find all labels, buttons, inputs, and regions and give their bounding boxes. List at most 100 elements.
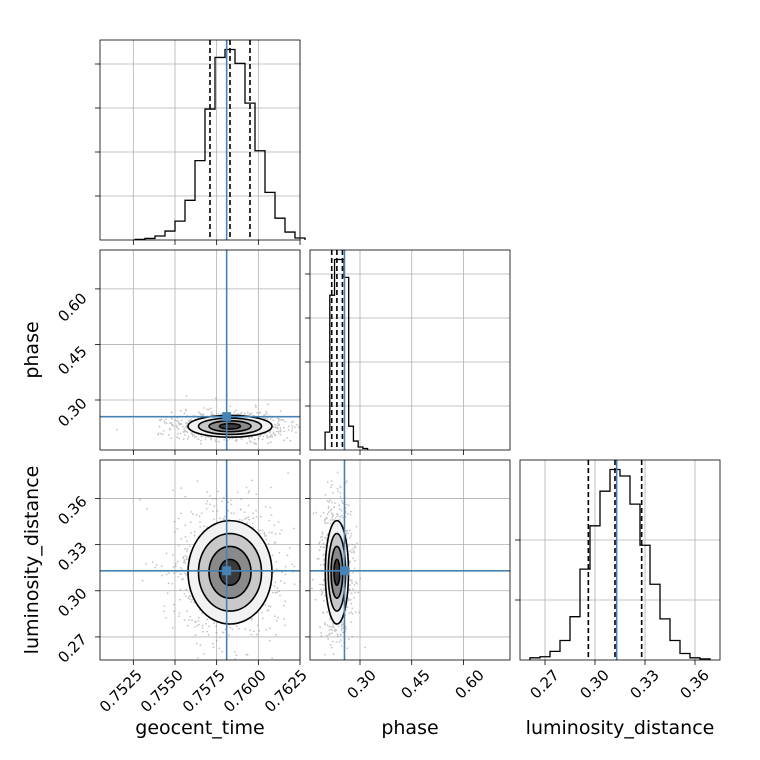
sample-point [234, 439, 237, 442]
sample-point [255, 406, 257, 409]
sample-point [238, 518, 241, 521]
sample-point [193, 530, 196, 533]
sample-point [291, 425, 294, 427]
sample-point [269, 431, 271, 434]
y-axis-label-phase: phase [21, 321, 43, 378]
sample-point [258, 412, 261, 414]
sample-point [186, 556, 188, 559]
sample-point [355, 525, 358, 528]
sample-point [254, 404, 257, 407]
sample-point [320, 536, 322, 539]
sample-point [163, 420, 166, 422]
hist-step-geocent_time [134, 48, 306, 241]
sample-point [333, 502, 336, 504]
sample-point [184, 572, 187, 575]
sample-point [246, 411, 249, 414]
sample-point [341, 516, 344, 519]
sample-point [171, 423, 173, 426]
sample-point [185, 422, 188, 424]
sample-point [274, 434, 277, 437]
sample-point [323, 653, 326, 656]
sample-point [321, 533, 324, 535]
sample-point [324, 623, 326, 626]
sample-point [353, 584, 356, 586]
sample-point [327, 507, 330, 509]
sample-point [261, 438, 264, 441]
sample-point [286, 436, 289, 439]
sample-point [201, 624, 204, 627]
sample-point [321, 592, 324, 594]
sample-point [177, 576, 180, 578]
sample-point [276, 427, 279, 430]
sample-point [248, 413, 251, 416]
x-axis-label-geocent-time: geocent_time [135, 717, 264, 739]
sample-point [349, 560, 351, 563]
sample-point [312, 512, 315, 515]
tick-phase-x-3: 0.60 [451, 666, 487, 702]
sample-point [324, 594, 326, 597]
tick-luminosity-distance-y-1: 0.27 [54, 630, 90, 666]
sample-point [178, 437, 181, 440]
sample-point [175, 425, 178, 427]
sample-point [264, 417, 267, 420]
sample-point [264, 505, 267, 508]
sample-point [189, 595, 192, 598]
sample-point [293, 565, 296, 568]
sample-point [291, 430, 293, 432]
sample-point [327, 505, 330, 508]
sample-point [278, 423, 281, 426]
tick-geocent-time-5: 0.7625 [261, 666, 311, 716]
sample-point [263, 414, 265, 417]
sample-point [202, 407, 205, 409]
hist-panel-phase [305, 249, 511, 455]
sample-point [323, 584, 326, 587]
sample-point [350, 621, 352, 624]
sample-point [184, 495, 187, 498]
sample-point [175, 562, 177, 565]
sample-point [210, 437, 213, 439]
sample-point [180, 487, 183, 490]
sample-point [174, 419, 177, 422]
sample-point [170, 422, 173, 425]
sample-point [252, 512, 255, 515]
sample-point [354, 546, 357, 549]
sample-point [333, 506, 336, 509]
sample-point [217, 490, 219, 493]
sample-point [222, 517, 225, 520]
sample-point [274, 426, 277, 429]
sample-point [268, 519, 271, 522]
sample-point [220, 413, 222, 416]
sample-point [245, 517, 248, 520]
sample-point [332, 514, 334, 517]
sample-point [186, 550, 188, 553]
sample-point [284, 565, 287, 568]
sample-point [186, 624, 189, 627]
sample-point [269, 441, 272, 444]
sample-point [345, 530, 347, 533]
x-axis-label-luminosity-distance: luminosity_distance [526, 717, 715, 739]
sample-point [350, 551, 353, 554]
sample-point [341, 502, 344, 505]
sample-point [269, 506, 272, 509]
sample-point [197, 411, 200, 413]
sample-point [328, 629, 331, 631]
sample-point [162, 430, 165, 432]
sample-point [330, 508, 333, 510]
sample-point [249, 440, 251, 442]
sample-point [202, 413, 205, 416]
sample-point [330, 519, 332, 521]
sample-point [245, 486, 248, 489]
sample-point [247, 516, 250, 519]
sample-point [319, 564, 322, 566]
tick-phase-y-3: 0.60 [54, 289, 90, 325]
sample-point [272, 419, 275, 422]
sample-point [165, 422, 168, 425]
sample-point [340, 500, 343, 503]
sample-point [270, 433, 273, 436]
sample-point [320, 632, 323, 634]
sample-point [341, 621, 343, 624]
sample-point [266, 412, 269, 415]
sample-point [338, 508, 341, 510]
sample-point [208, 408, 210, 411]
sample-point [284, 573, 287, 576]
